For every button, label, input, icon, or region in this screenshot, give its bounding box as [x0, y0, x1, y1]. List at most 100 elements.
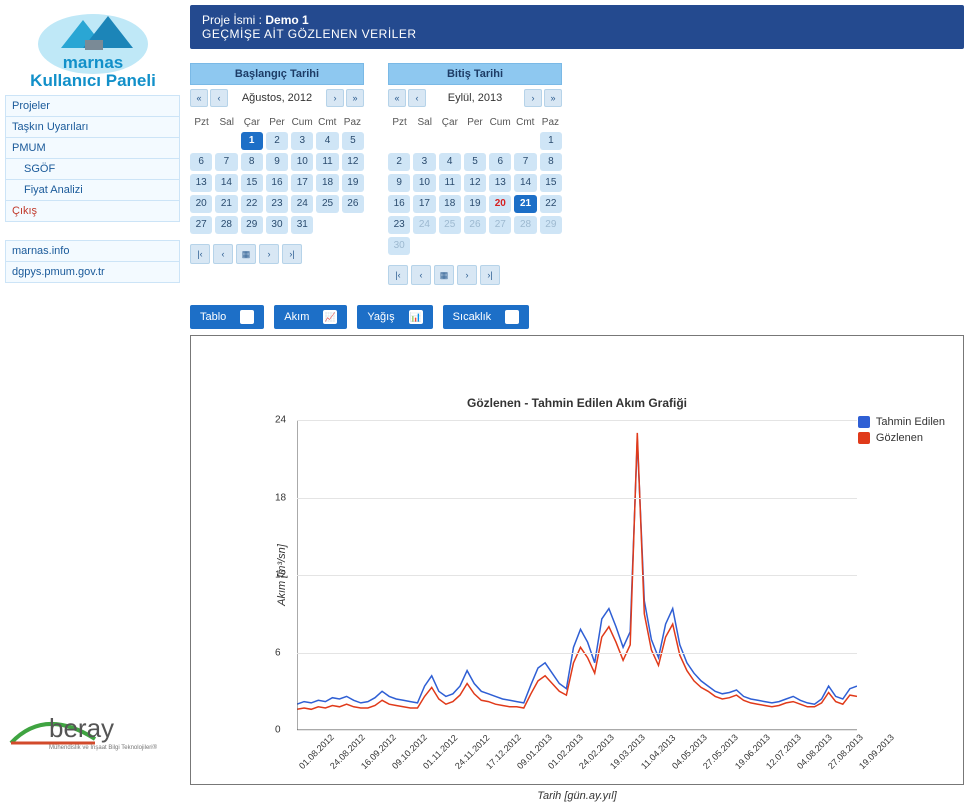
cal-start-day[interactable]: 22 [241, 195, 263, 213]
cal-end-day[interactable]: 27 [489, 216, 511, 234]
cal-end-day[interactable]: 17 [413, 195, 435, 213]
cal-end-day[interactable]: 19 [464, 195, 486, 213]
tab-akım[interactable]: Akım📈 [274, 305, 347, 329]
cal-end-day[interactable]: 7 [514, 153, 536, 171]
cal-start-day[interactable]: 23 [266, 195, 288, 213]
cal-end-day[interactable]: 12 [464, 174, 486, 192]
cal-start-foot-last-icon[interactable]: ›| [282, 244, 302, 264]
cal-end-day[interactable]: 14 [514, 174, 536, 192]
cal-end-foot-next-icon[interactable]: › [457, 265, 477, 285]
cal-end-day[interactable]: 16 [388, 195, 410, 213]
cal-end-day[interactable]: 5 [464, 153, 486, 171]
cal-end-day[interactable]: 15 [540, 174, 562, 192]
cal-end-day[interactable]: 26 [464, 216, 486, 234]
cal-start-day[interactable]: 8 [241, 153, 263, 171]
cal-end-day[interactable]: 2 [388, 153, 410, 171]
calendar-end: Bitiş Tarihi « ‹ Eylül, 2013 › » PztSalÇ… [388, 63, 562, 285]
sidebar-item-taskin[interactable]: Taşkın Uyarıları [6, 117, 179, 138]
cal-end-foot-first-icon[interactable]: |‹ [388, 265, 408, 285]
cal-end-first-icon[interactable]: « [388, 89, 406, 107]
sidebar-item-pmum[interactable]: PMUM [6, 138, 179, 159]
cal-end-day[interactable]: 9 [388, 174, 410, 192]
brand-text-2: Kullanıcı Paneli [30, 71, 156, 90]
tab-tablo[interactable]: Tablo≣ [190, 305, 264, 329]
cal-start-day[interactable]: 27 [190, 216, 212, 234]
cal-start-next-icon[interactable]: › [326, 89, 344, 107]
tab-icon: ≣ [240, 310, 254, 324]
cal-start-day[interactable]: 15 [241, 174, 263, 192]
cal-end-day[interactable]: 4 [439, 153, 461, 171]
cal-end-day[interactable]: 30 [388, 237, 410, 255]
cal-start-day[interactable]: 30 [266, 216, 288, 234]
cal-start-foot-first-icon[interactable]: |‹ [190, 244, 210, 264]
cal-end-foot-today-icon[interactable]: ▦ [434, 265, 454, 285]
cal-start-day[interactable]: 20 [190, 195, 212, 213]
cal-end-day[interactable]: 29 [540, 216, 562, 234]
cal-start-day[interactable]: 7 [215, 153, 237, 171]
cal-end-day[interactable]: 20 [489, 195, 511, 213]
cal-start-day[interactable]: 6 [190, 153, 212, 171]
cal-end-day[interactable]: 6 [489, 153, 511, 171]
cal-end-day[interactable]: 1 [540, 132, 562, 150]
link-dgpys[interactable]: dgpys.pmum.gov.tr [6, 262, 179, 282]
cal-end-day[interactable]: 24 [413, 216, 435, 234]
link-marnas[interactable]: marnas.info [6, 241, 179, 262]
cal-start-day[interactable]: 1 [241, 132, 263, 150]
cal-start-day[interactable]: 4 [316, 132, 338, 150]
cal-end-last-icon[interactable]: » [544, 89, 562, 107]
sidebar-item-sgof[interactable]: SGÖF [6, 159, 179, 180]
cal-start-day[interactable]: 14 [215, 174, 237, 192]
cal-start-day[interactable]: 3 [291, 132, 313, 150]
cal-start-day[interactable]: 31 [291, 216, 313, 234]
cal-end-dow: Per [463, 117, 486, 128]
sidebar-item-cikis[interactable]: Çıkış [6, 201, 179, 221]
tab-icon: 🌡 [505, 310, 519, 324]
cal-start-first-icon[interactable]: « [190, 89, 208, 107]
cal-start-day[interactable]: 16 [266, 174, 288, 192]
cal-end-day[interactable]: 23 [388, 216, 410, 234]
cal-start-day[interactable]: 28 [215, 216, 237, 234]
cal-start-dow: Paz [341, 117, 364, 128]
cal-end-day[interactable]: 25 [439, 216, 461, 234]
cal-start-day[interactable]: 11 [316, 153, 338, 171]
cal-start-day[interactable]: 24 [291, 195, 313, 213]
cal-end-day[interactable]: 28 [514, 216, 536, 234]
sidebar-item-fiyat[interactable]: Fiyat Analizi [6, 180, 179, 201]
cal-end-foot-prev-icon[interactable]: ‹ [411, 265, 431, 285]
footer-tagline: Mühendislik ve İnşaat Bilgi Teknolojiler… [49, 744, 158, 751]
ytick-label: 12 [275, 570, 286, 581]
cal-start-foot-today-icon[interactable]: ▦ [236, 244, 256, 264]
cal-end-day[interactable]: 22 [540, 195, 562, 213]
cal-start-day[interactable]: 26 [342, 195, 364, 213]
cal-start-day[interactable]: 12 [342, 153, 364, 171]
cal-end-day[interactable]: 3 [413, 153, 435, 171]
cal-end-day[interactable]: 21 [514, 195, 536, 213]
sidebar-item-projeler[interactable]: Projeler [6, 96, 179, 117]
cal-start-foot-prev-icon[interactable]: ‹ [213, 244, 233, 264]
cal-start-day[interactable]: 25 [316, 195, 338, 213]
cal-start-day[interactable]: 17 [291, 174, 313, 192]
cal-end-day[interactable]: 10 [413, 174, 435, 192]
cal-start-day[interactable]: 21 [215, 195, 237, 213]
cal-end-day[interactable]: 8 [540, 153, 562, 171]
cal-end-day[interactable]: 13 [489, 174, 511, 192]
cal-start-last-icon[interactable]: » [346, 89, 364, 107]
cal-end-foot-last-icon[interactable]: ›| [480, 265, 500, 285]
cal-start-day[interactable]: 13 [190, 174, 212, 192]
cal-end-prev-icon[interactable]: ‹ [408, 89, 426, 107]
cal-end-day[interactable]: 11 [439, 174, 461, 192]
cal-start-day[interactable]: 9 [266, 153, 288, 171]
tab-yağış[interactable]: Yağış📊 [357, 305, 432, 329]
cal-start-day[interactable]: 19 [342, 174, 364, 192]
cal-end-day[interactable]: 18 [439, 195, 461, 213]
cal-start-day[interactable]: 29 [241, 216, 263, 234]
cal-start-foot-next-icon[interactable]: › [259, 244, 279, 264]
tab-sıcaklık[interactable]: Sıcaklık🌡 [443, 305, 530, 329]
cal-start-prev-icon[interactable]: ‹ [210, 89, 228, 107]
tabs: Tablo≣ Akım📈 Yağış📊 Sıcaklık🌡 [190, 305, 964, 329]
cal-start-day[interactable]: 10 [291, 153, 313, 171]
cal-start-day[interactable]: 5 [342, 132, 364, 150]
cal-end-next-icon[interactable]: › [524, 89, 542, 107]
cal-start-day[interactable]: 2 [266, 132, 288, 150]
cal-start-day[interactable]: 18 [316, 174, 338, 192]
